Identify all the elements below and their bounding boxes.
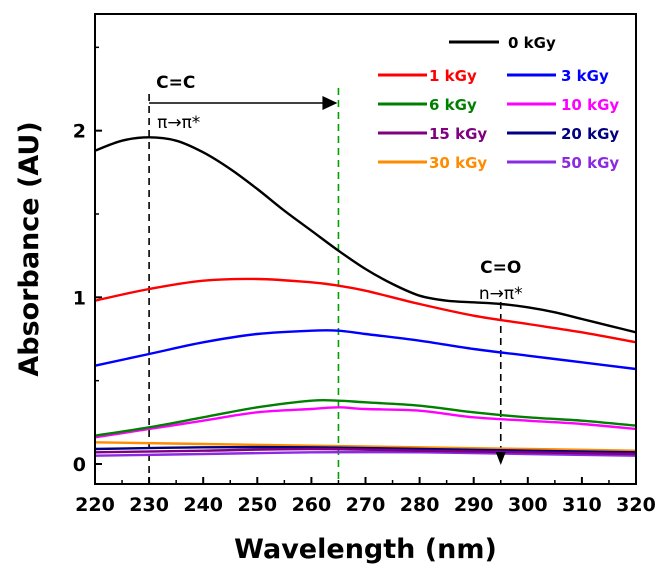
annotations: C=C π→π* C=O n→π* <box>149 73 523 465</box>
series-line <box>94 329 637 371</box>
series-line <box>94 445 637 454</box>
series-line <box>94 406 637 439</box>
legend-label: 3 kGy <box>561 67 609 85</box>
cc-annotation-title: C=C <box>156 73 195 93</box>
series-line <box>94 277 637 344</box>
x-tick-label: 300 <box>508 494 548 516</box>
legend-label: 10 kGy <box>561 96 619 114</box>
plot-frame <box>94 13 637 485</box>
legend-label: 15 kGy <box>429 125 487 143</box>
x-tick-label: 240 <box>183 494 223 516</box>
tick-labels: 220 230 240 250 260 270 280 290 300 310 320 0 1 2 <box>73 121 656 516</box>
x-tick-label: 260 <box>292 494 332 516</box>
series-line <box>94 441 637 452</box>
legend-label: 1 kGy <box>429 67 477 85</box>
legend-label: 0 kGy <box>508 34 556 52</box>
x-axis-title: Wavelength (nm) <box>234 534 497 565</box>
series-line <box>94 136 637 334</box>
cc-arrow-head <box>322 96 338 110</box>
series-layer <box>94 136 637 457</box>
series-line <box>94 447 637 456</box>
series-line <box>94 450 637 457</box>
x-tick-label: 250 <box>237 494 277 516</box>
legend-label: 20 kGy <box>561 125 619 143</box>
x-tick-label: 270 <box>346 494 386 516</box>
x-tick-label: 220 <box>75 494 115 516</box>
legend: 0 kGy 1 kGy 3 kGy 6 kGy 10 kGy 15 kGy 20 kGy 30… <box>378 34 619 172</box>
cc-annotation-subtitle: π→π* <box>157 113 200 133</box>
legend-label: 30 kGy <box>429 154 487 172</box>
co-annotation-title: C=O <box>480 258 521 278</box>
co-annotation-subtitle: n→π* <box>479 284 523 304</box>
annotation-guides <box>148 88 502 484</box>
co-arrow-head <box>495 452 506 465</box>
y-tick-label: 0 <box>73 454 86 476</box>
y-tick-label: 2 <box>73 121 86 143</box>
x-tick-label: 320 <box>616 494 656 516</box>
y-tick-label: 1 <box>73 287 86 309</box>
x-tick-label: 230 <box>129 494 169 516</box>
y-axis-title: Absorbance (AU) <box>14 121 45 376</box>
x-tick-label: 290 <box>454 494 494 516</box>
legend-label: 50 kGy <box>561 154 619 172</box>
legend-label: 6 kGy <box>429 96 477 114</box>
series-line <box>94 398 637 437</box>
x-tick-label: 310 <box>562 494 602 516</box>
x-tick-label: 280 <box>400 494 440 516</box>
